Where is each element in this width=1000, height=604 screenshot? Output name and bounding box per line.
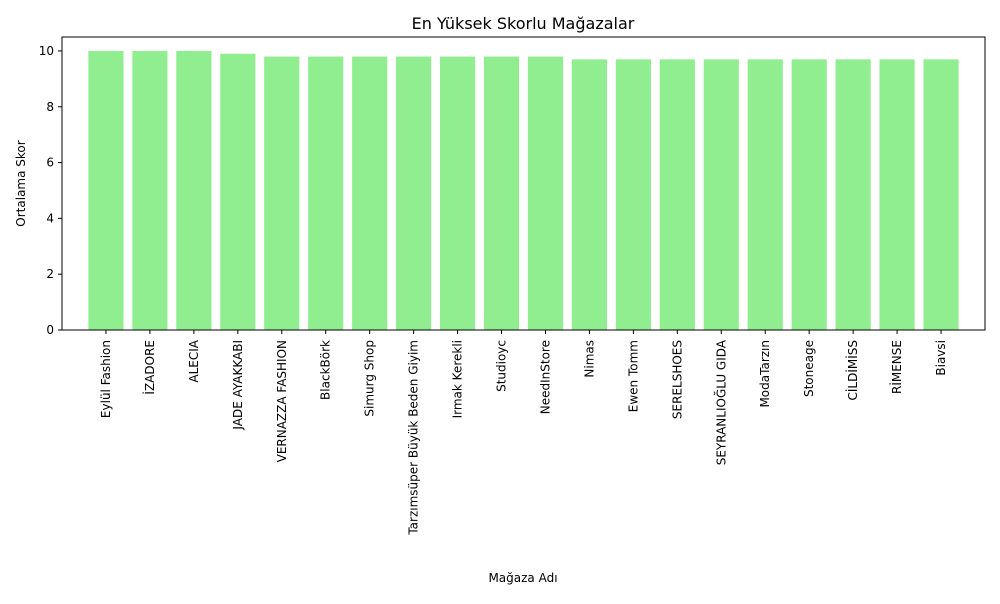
x-tick-label: Stoneage: [802, 340, 816, 397]
x-tick-label: Studioyc: [495, 340, 509, 392]
y-tick-label: 6: [46, 156, 54, 170]
x-axis-ticks: Eylül Fashion İZADORE ALECIA JADE AYAKKABI V…: [99, 330, 948, 536]
x-tick-label: İZADORE: [142, 340, 157, 395]
bar: [176, 50, 212, 330]
y-axis-label: Ortalama Skor: [14, 140, 28, 226]
bar: [396, 56, 432, 330]
x-tick-label: Nimas: [582, 340, 596, 378]
x-tick-label: CİLDİMİSS: [845, 340, 860, 401]
chart-title: En Yüksek Skorlu Mağazalar: [412, 14, 635, 33]
y-tick-label: 10: [39, 44, 54, 58]
x-tick-label: ALECIA: [187, 339, 201, 382]
x-axis-label: Mağaza Adı: [488, 571, 557, 585]
bar: [835, 59, 871, 330]
y-tick-label: 2: [46, 267, 54, 281]
bar: [659, 59, 695, 330]
x-tick-label: Ewen Tomm: [626, 340, 640, 412]
y-tick-label: 4: [46, 211, 54, 225]
bar-group: [88, 50, 959, 331]
bar: [352, 56, 388, 330]
bar: [439, 56, 476, 330]
bar: [483, 56, 520, 330]
bar: [747, 59, 783, 330]
x-tick-label: RİMENSE: [889, 340, 904, 394]
bar: [527, 56, 564, 330]
x-tick-label: SERELSHOES: [670, 340, 684, 419]
bar: [923, 59, 959, 330]
bar: [791, 59, 827, 330]
x-tick-label: Tarzımsüper Büyük Beden Giyim: [407, 340, 421, 536]
x-tick-label: ModaTarzın: [758, 340, 772, 408]
x-tick-label: JADE AYAKKABI: [231, 340, 245, 431]
bar: [879, 59, 915, 330]
bar: [571, 59, 608, 330]
bar: [308, 56, 344, 330]
bar: [264, 56, 300, 330]
x-tick-label: Simurg Shop: [363, 340, 377, 417]
bar: [220, 53, 256, 331]
plot-frame: [61, 36, 986, 331]
x-tick-label: SEYRANLIOĞLU GIDA: [713, 339, 728, 465]
y-tick-label: 0: [46, 323, 54, 337]
y-axis-ticks: 0 2 4 6 8 10: [39, 44, 62, 337]
y-tick-label: 8: [46, 100, 54, 114]
x-tick-label: VERNAZZA FASHION: [275, 340, 289, 462]
x-tick-label: Irmak Kerekli: [451, 340, 465, 418]
bar: [703, 59, 739, 330]
x-tick-label: Biavsi: [934, 340, 948, 376]
x-tick-label: Eylül Fashion: [99, 340, 113, 418]
bar: [615, 59, 651, 330]
bar: [88, 50, 124, 330]
x-tick-label: NeedInStore: [538, 340, 552, 414]
bar: [132, 50, 168, 330]
x-tick-label: BlackBörk: [319, 340, 333, 400]
